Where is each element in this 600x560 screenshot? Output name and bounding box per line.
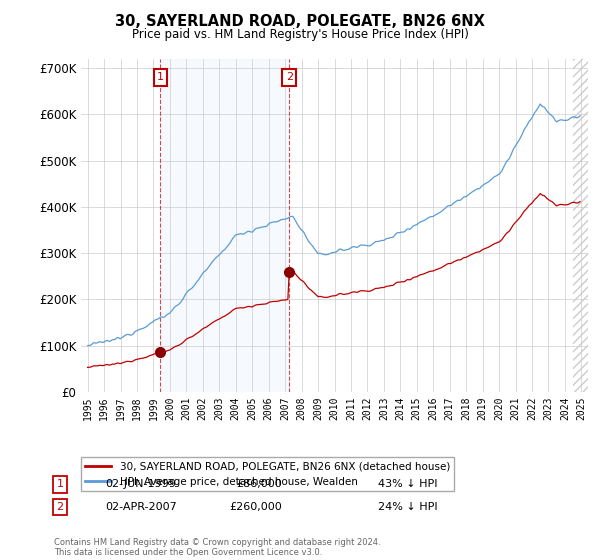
- Text: 1: 1: [56, 479, 64, 489]
- Text: £260,000: £260,000: [229, 502, 282, 512]
- Text: 1: 1: [157, 72, 164, 82]
- Text: 2: 2: [56, 502, 64, 512]
- Text: 2: 2: [286, 72, 293, 82]
- Text: £86,000: £86,000: [236, 479, 282, 489]
- Text: 30, SAYERLAND ROAD, POLEGATE, BN26 6NX: 30, SAYERLAND ROAD, POLEGATE, BN26 6NX: [115, 14, 485, 29]
- Bar: [573, 59, 588, 392]
- Text: 02-APR-2007: 02-APR-2007: [105, 502, 177, 512]
- Legend: 30, SAYERLAND ROAD, POLEGATE, BN26 6NX (detached house), HPI: Average price, det: 30, SAYERLAND ROAD, POLEGATE, BN26 6NX (…: [81, 457, 454, 491]
- Bar: [160, 59, 289, 392]
- Text: 43% ↓ HPI: 43% ↓ HPI: [378, 479, 437, 489]
- Text: 02-JUN-1999: 02-JUN-1999: [105, 479, 176, 489]
- Text: 24% ↓ HPI: 24% ↓ HPI: [378, 502, 437, 512]
- Text: Contains HM Land Registry data © Crown copyright and database right 2024.
This d: Contains HM Land Registry data © Crown c…: [54, 538, 380, 557]
- Text: Price paid vs. HM Land Registry's House Price Index (HPI): Price paid vs. HM Land Registry's House …: [131, 28, 469, 41]
